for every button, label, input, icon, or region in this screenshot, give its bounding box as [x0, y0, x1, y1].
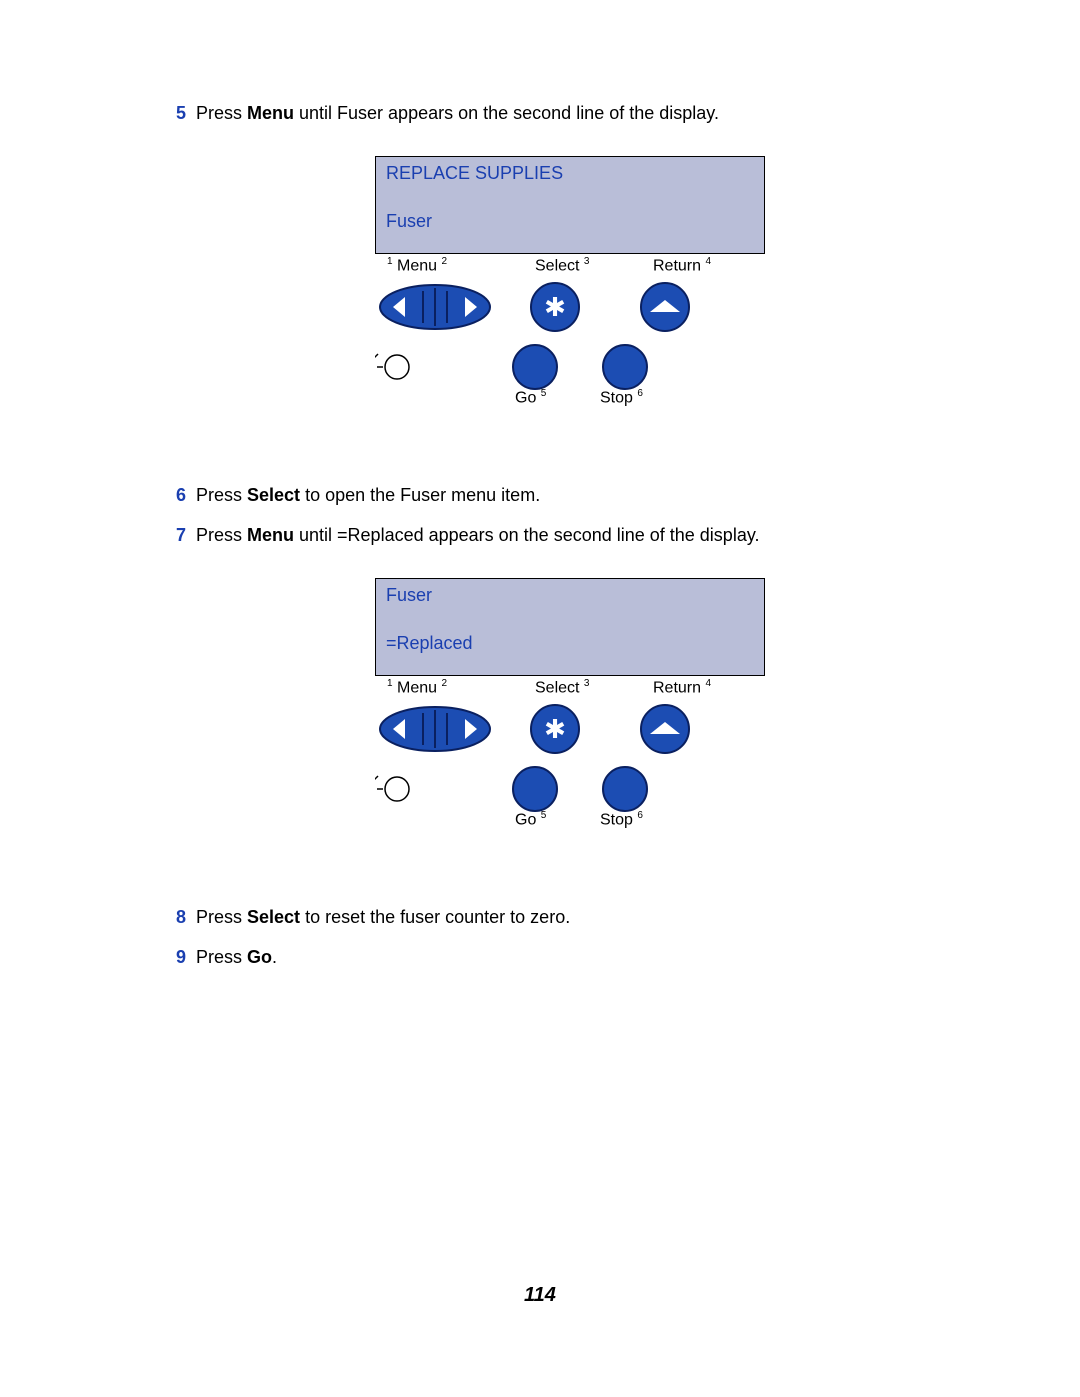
- star-icon: ✱: [544, 714, 566, 744]
- go-button[interactable]: [513, 345, 557, 389]
- go-label: Go 5: [515, 388, 546, 407]
- button-area-1: ✱: [375, 282, 765, 422]
- go-button[interactable]: [513, 767, 557, 811]
- step-number: 7: [160, 522, 186, 548]
- panel-2: Fuser =Replaced 1 Menu 2 Select 3 Return…: [160, 578, 980, 844]
- step-text: Press Go.: [196, 944, 277, 970]
- lcd-line1: REPLACE SUPPLIES: [386, 163, 563, 185]
- star-icon: ✱: [544, 292, 566, 322]
- lcd-display-1: REPLACE SUPPLIES Fuser: [375, 156, 765, 254]
- step-number: 8: [160, 904, 186, 930]
- step-8: 8 Press Select to reset the fuser counte…: [160, 904, 980, 930]
- stop-button[interactable]: [603, 767, 647, 811]
- step-5: 5 Press Menu until Fuser appears on the …: [160, 100, 980, 126]
- step-number: 9: [160, 944, 186, 970]
- printer-buttons-svg: ✱: [375, 282, 765, 422]
- step-text: Press Menu until Fuser appears on the se…: [196, 100, 719, 126]
- go-label: Go 5: [515, 810, 546, 829]
- lcd-line2: Fuser: [386, 211, 432, 233]
- light-indicator-icon: [375, 348, 383, 379]
- indicator-light: [385, 777, 409, 801]
- button-area-2: ✱ Go 5: [375, 704, 765, 844]
- step-9: 9 Press Go.: [160, 944, 980, 970]
- lcd-line2: =Replaced: [386, 633, 473, 655]
- step-7: 7 Press Menu until =Replaced appears on …: [160, 522, 980, 548]
- page-number: 114: [0, 1284, 1080, 1307]
- light-indicator-icon: [375, 770, 383, 801]
- stop-label: Stop 6: [600, 810, 643, 829]
- button-labels-row: 1 Menu 2 Select 3 Return 4: [375, 678, 765, 704]
- lcd-line1: Fuser: [386, 585, 432, 607]
- step-text: Press Select to open the Fuser menu item…: [196, 482, 540, 508]
- step-number: 6: [160, 482, 186, 508]
- step-number: 5: [160, 100, 186, 126]
- button-labels-row: 1 Menu 2 Select 3 Return 4: [375, 256, 765, 282]
- step-6: 6 Press Select to open the Fuser menu it…: [160, 482, 980, 508]
- panel-1: REPLACE SUPPLIES Fuser 1 Menu 2 Select 3…: [160, 156, 980, 422]
- printer-buttons-svg: ✱: [375, 704, 765, 844]
- stop-button[interactable]: [603, 345, 647, 389]
- stop-label: Stop 6: [600, 388, 643, 407]
- lcd-display-2: Fuser =Replaced: [375, 578, 765, 676]
- step-text: Press Menu until =Replaced appears on th…: [196, 522, 760, 548]
- step-text: Press Select to reset the fuser counter …: [196, 904, 570, 930]
- indicator-light: [385, 355, 409, 379]
